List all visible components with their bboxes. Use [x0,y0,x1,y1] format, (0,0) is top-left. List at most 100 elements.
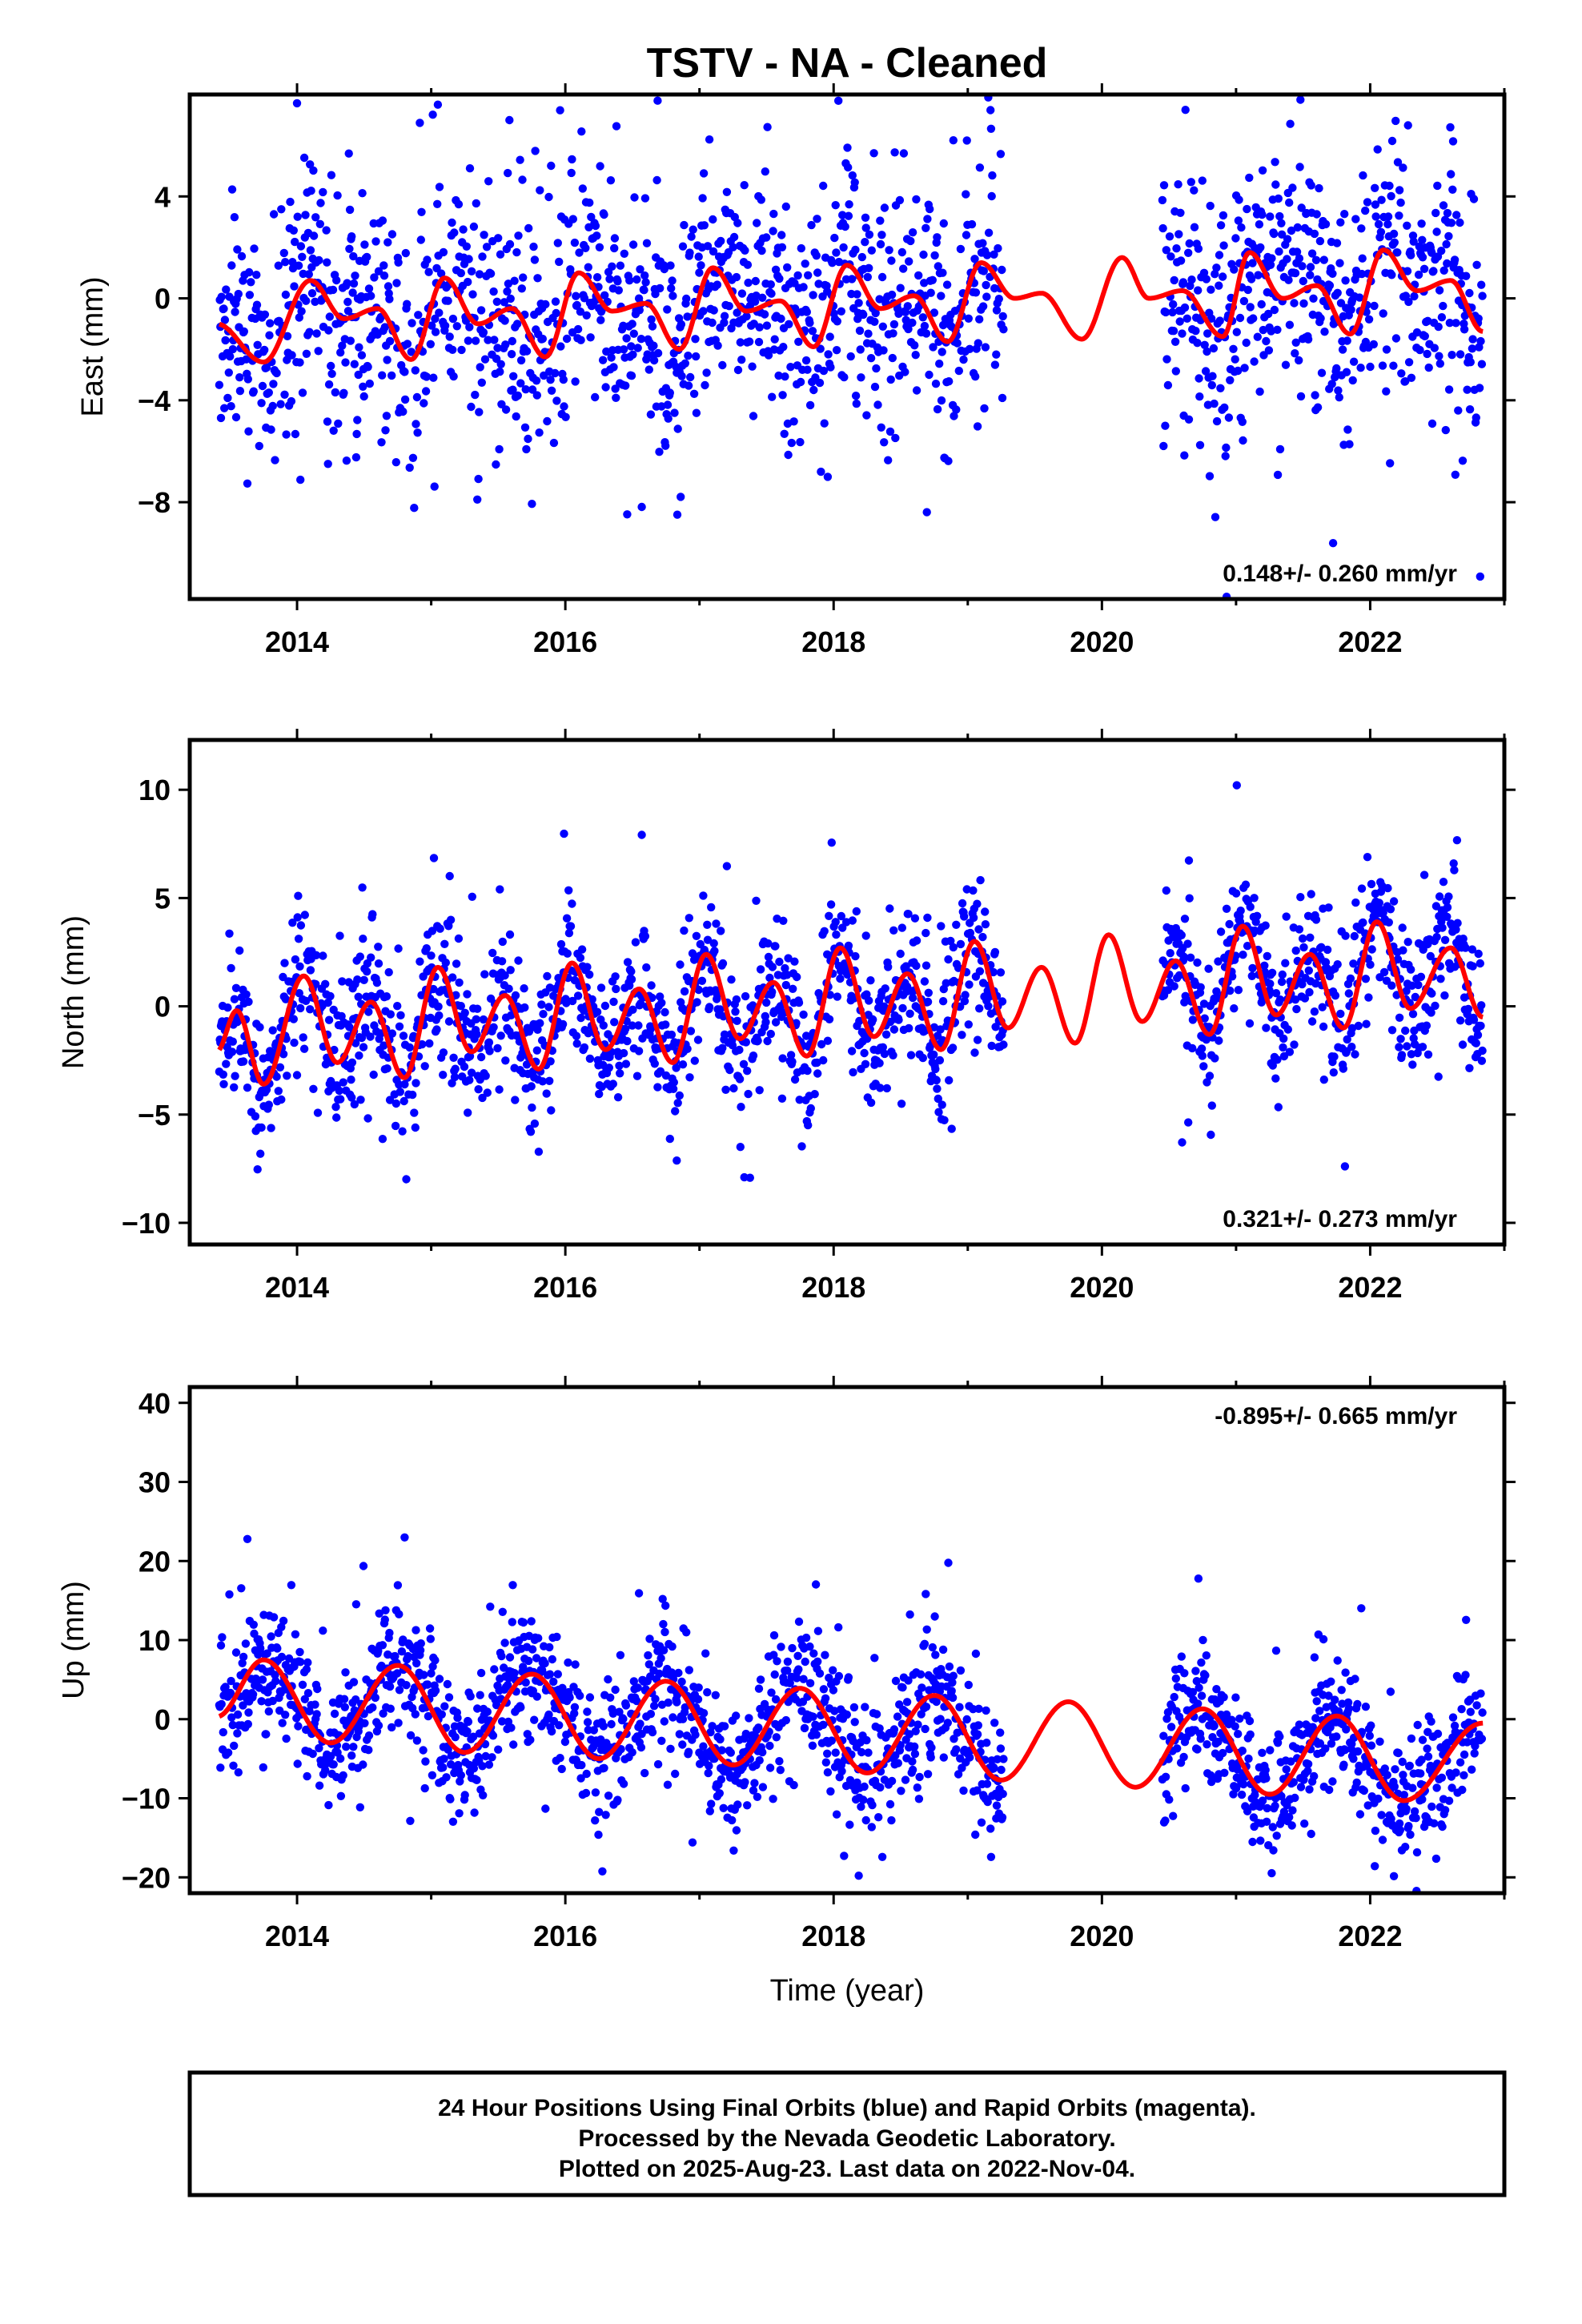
data-point [1295,1720,1304,1729]
data-point [472,1015,480,1024]
data-point [876,1084,885,1092]
data-point [982,251,992,259]
data-point [1161,1772,1170,1781]
data-point [558,1019,568,1029]
data-point [910,341,919,350]
data-point [932,1076,941,1085]
data-point [1328,539,1338,548]
data-point [856,345,865,354]
data-point [733,365,743,375]
data-point [521,1678,530,1687]
data-point [819,366,829,376]
data-point [578,184,587,193]
data-point [1343,1035,1351,1044]
data-point [825,1673,833,1683]
data-point [694,1683,703,1692]
data-point [488,1731,498,1740]
data-point [866,354,876,363]
data-point [1239,296,1249,306]
data-point [1476,572,1485,581]
data-point [982,292,991,301]
data-point [464,1717,473,1727]
data-point [1478,1046,1487,1055]
data-point [655,1669,664,1679]
data-point [282,430,291,439]
data-point [1329,1068,1339,1077]
data-point [1382,387,1391,396]
data-point [1366,362,1375,372]
data-point [288,919,297,927]
data-point [363,252,371,262]
data-point [429,854,439,862]
data-point [1273,1055,1282,1064]
data-point [500,971,509,980]
data-point [296,475,305,485]
data-point [777,243,787,251]
data-point [1242,338,1251,348]
data-point [364,1746,373,1755]
data-point [1232,781,1242,790]
data-point [1389,229,1399,239]
data-point [677,320,686,329]
data-point [889,926,898,935]
data-point [841,222,849,231]
data-point [263,1649,271,1658]
data-point [847,275,857,283]
data-point [239,1701,247,1710]
data-point [406,1816,415,1825]
data-point [1188,1687,1198,1697]
data-point [394,258,403,267]
data-point [327,171,336,179]
data-point [823,1749,832,1758]
data-point [778,391,787,400]
data-point [355,1803,364,1811]
y-tick-label: 4 [155,180,171,213]
data-point [1348,376,1357,385]
data-point [809,385,818,395]
data-point [604,1675,612,1684]
data-point [889,1725,899,1734]
data-point [508,1618,516,1626]
data-point [621,1701,631,1710]
data-point [377,438,386,447]
data-point [829,1666,837,1675]
data-point [1266,1746,1275,1755]
data-point [607,1719,616,1729]
data-point [840,372,849,382]
data-point [416,1646,425,1655]
data-point [394,944,403,953]
data-point [703,935,713,944]
data-point [763,1036,772,1046]
data-point [323,460,332,468]
data-point [596,316,605,324]
data-point [628,1005,637,1015]
data-point [1255,220,1264,229]
data-point [625,981,634,991]
data-point [219,1727,227,1737]
y-tick-label: −8 [138,486,171,519]
data-point [1299,943,1308,952]
data-point [526,1735,535,1744]
data-point [277,1622,286,1632]
data-point [1281,959,1290,967]
data-point [930,308,939,317]
data-point [439,247,448,257]
data-point [510,276,519,285]
data-point [435,1011,444,1020]
data-point [1476,959,1485,968]
data-point [1304,966,1314,975]
data-point [1222,904,1231,914]
data-point [322,226,331,235]
data-point [1403,267,1412,275]
data-point [576,336,585,344]
data-point [903,302,913,311]
data-point [694,985,703,995]
data-point [974,1721,983,1730]
data-point [1393,158,1403,167]
data-point [861,1703,869,1711]
data-point [544,1710,553,1719]
data-point [850,178,859,187]
data-point [496,885,504,894]
data-point [226,1688,235,1698]
data-point [225,929,234,939]
